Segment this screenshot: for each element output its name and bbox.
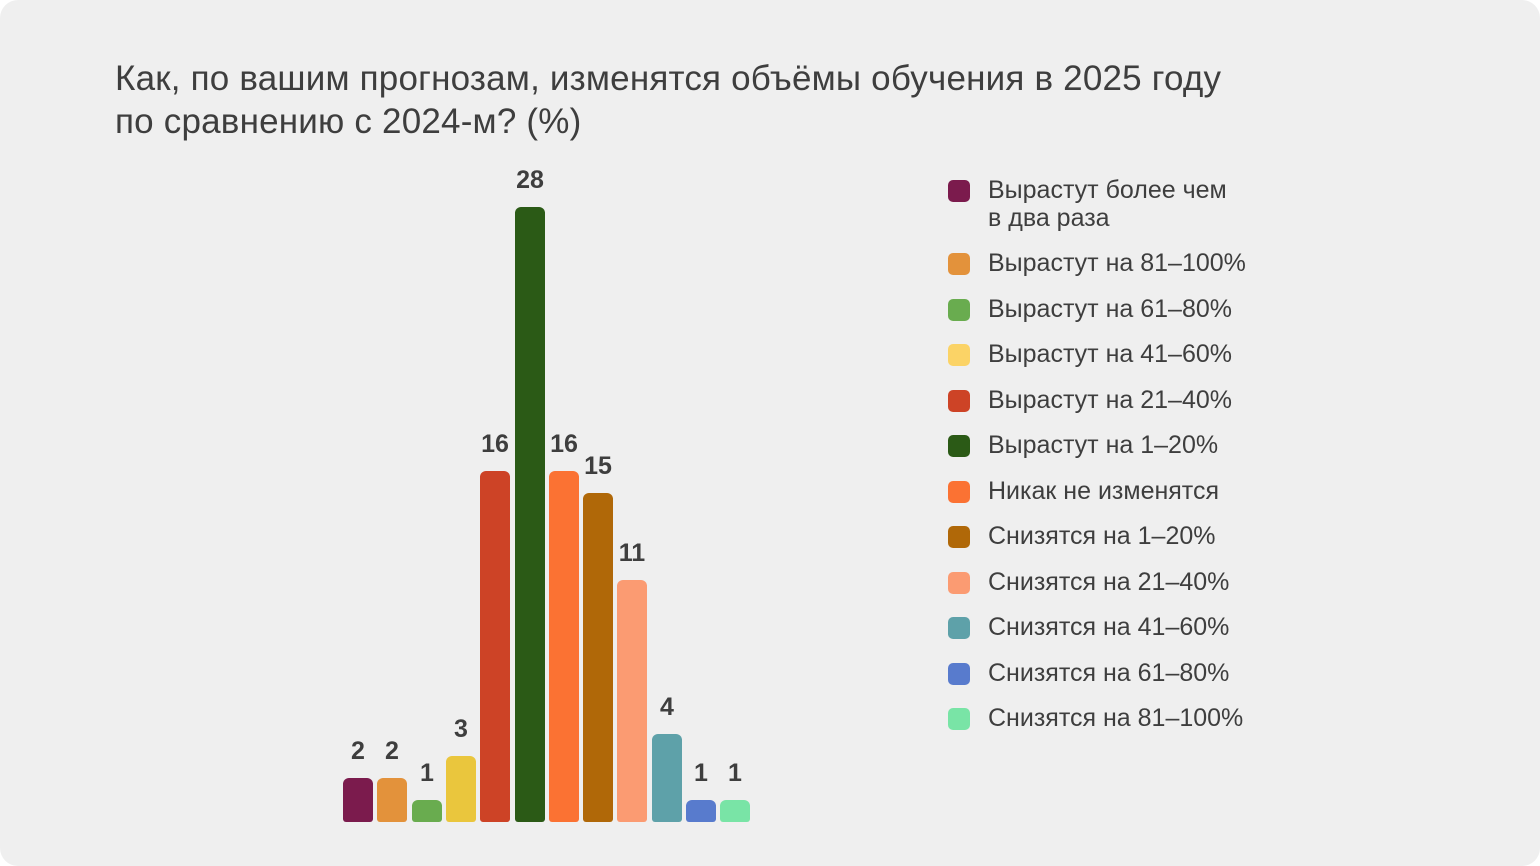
legend-label: Никак не изменятся: [988, 476, 1220, 505]
legend-label: Снизятся на 21–40%: [988, 567, 1230, 596]
legend-label: Вырастут на 21–40%: [988, 385, 1232, 414]
legend-swatch: [948, 662, 970, 685]
bar-value-label: 11: [618, 539, 646, 567]
legend-swatch: [948, 526, 970, 548]
bar: 2: [343, 738, 373, 822]
legend-swatch: [948, 180, 970, 202]
bar-value-label: 2: [351, 737, 365, 765]
bar-value-label: 15: [584, 452, 612, 480]
legend-item: Снизятся на 21–40%: [948, 567, 1246, 597]
bar: 1: [412, 760, 442, 822]
legend-item: Вырастут на 41–60%: [948, 340, 1246, 369]
bar: 28: [515, 167, 545, 822]
legend-swatch: [948, 571, 970, 594]
bar: 2: [377, 738, 407, 822]
legend-item: Никак не изменятся: [948, 476, 1246, 506]
legend-item: Вырастут на 21–40%: [948, 385, 1246, 415]
legend-label: Вырастут на 61–80%: [988, 294, 1232, 323]
bar: 1: [720, 760, 750, 822]
legend-label: Вырастут на 81–100%: [988, 249, 1246, 277]
bar-value-label: 28: [516, 166, 544, 194]
legend-swatch: [948, 435, 970, 457]
legend-item: Снизятся на 81–100%: [948, 704, 1246, 733]
bar-value-label: 16: [550, 430, 578, 458]
legend-swatch: [948, 253, 970, 275]
bar: 4: [652, 694, 682, 822]
legend-label: Снизятся на 61–80%: [988, 658, 1230, 687]
legend-label: Снизятся на 81–100%: [988, 704, 1244, 732]
bar-value-label: 1: [420, 759, 434, 787]
legend-item: Снизятся на 61–80%: [948, 658, 1246, 688]
bar-value-label: 3: [454, 715, 468, 743]
legend-label: Вырастут более чем в два раза: [988, 176, 1227, 232]
legend-item: Вырастут более чем в два раза: [948, 176, 1246, 232]
legend-item: Вырастут на 61–80%: [948, 294, 1246, 324]
legend-swatch: [948, 344, 970, 366]
chart-legend: Вырастут более чем в два раза Вырастут на…: [948, 176, 1246, 751]
legend-swatch: [948, 480, 970, 503]
bar: 16: [549, 431, 579, 822]
bar: 3: [446, 716, 476, 822]
bar: 16: [480, 431, 510, 822]
bar-value-label: 16: [481, 430, 509, 458]
legend-swatch: [948, 708, 970, 730]
bar-value-label: 4: [660, 693, 674, 721]
legend-swatch: [948, 298, 970, 321]
legend-item: Вырастут на 81–100%: [948, 249, 1246, 278]
legend-swatch: [948, 617, 970, 639]
legend-item: Вырастут на 1–20%: [948, 431, 1246, 460]
legend-label: Вырастут на 1–20%: [988, 431, 1219, 459]
bar: 1: [686, 760, 716, 822]
legend-item: Снизятся на 41–60%: [948, 613, 1246, 642]
legend-item: Снизятся на 1–20%: [948, 522, 1246, 551]
bar: 11: [617, 540, 647, 822]
bar: 15: [583, 453, 613, 822]
legend-label: Снизятся на 1–20%: [988, 522, 1216, 550]
bar-value-label: 1: [694, 759, 708, 787]
legend-label: Снизятся на 41–60%: [988, 613, 1230, 641]
bar-value-label: 1: [728, 759, 742, 787]
legend-swatch: [948, 389, 970, 412]
bar-value-label: 2: [385, 737, 399, 765]
chart-title: Как, по вашим прогнозам, изменятся объём…: [115, 59, 1222, 142]
legend-label: Вырастут на 41–60%: [988, 340, 1232, 368]
